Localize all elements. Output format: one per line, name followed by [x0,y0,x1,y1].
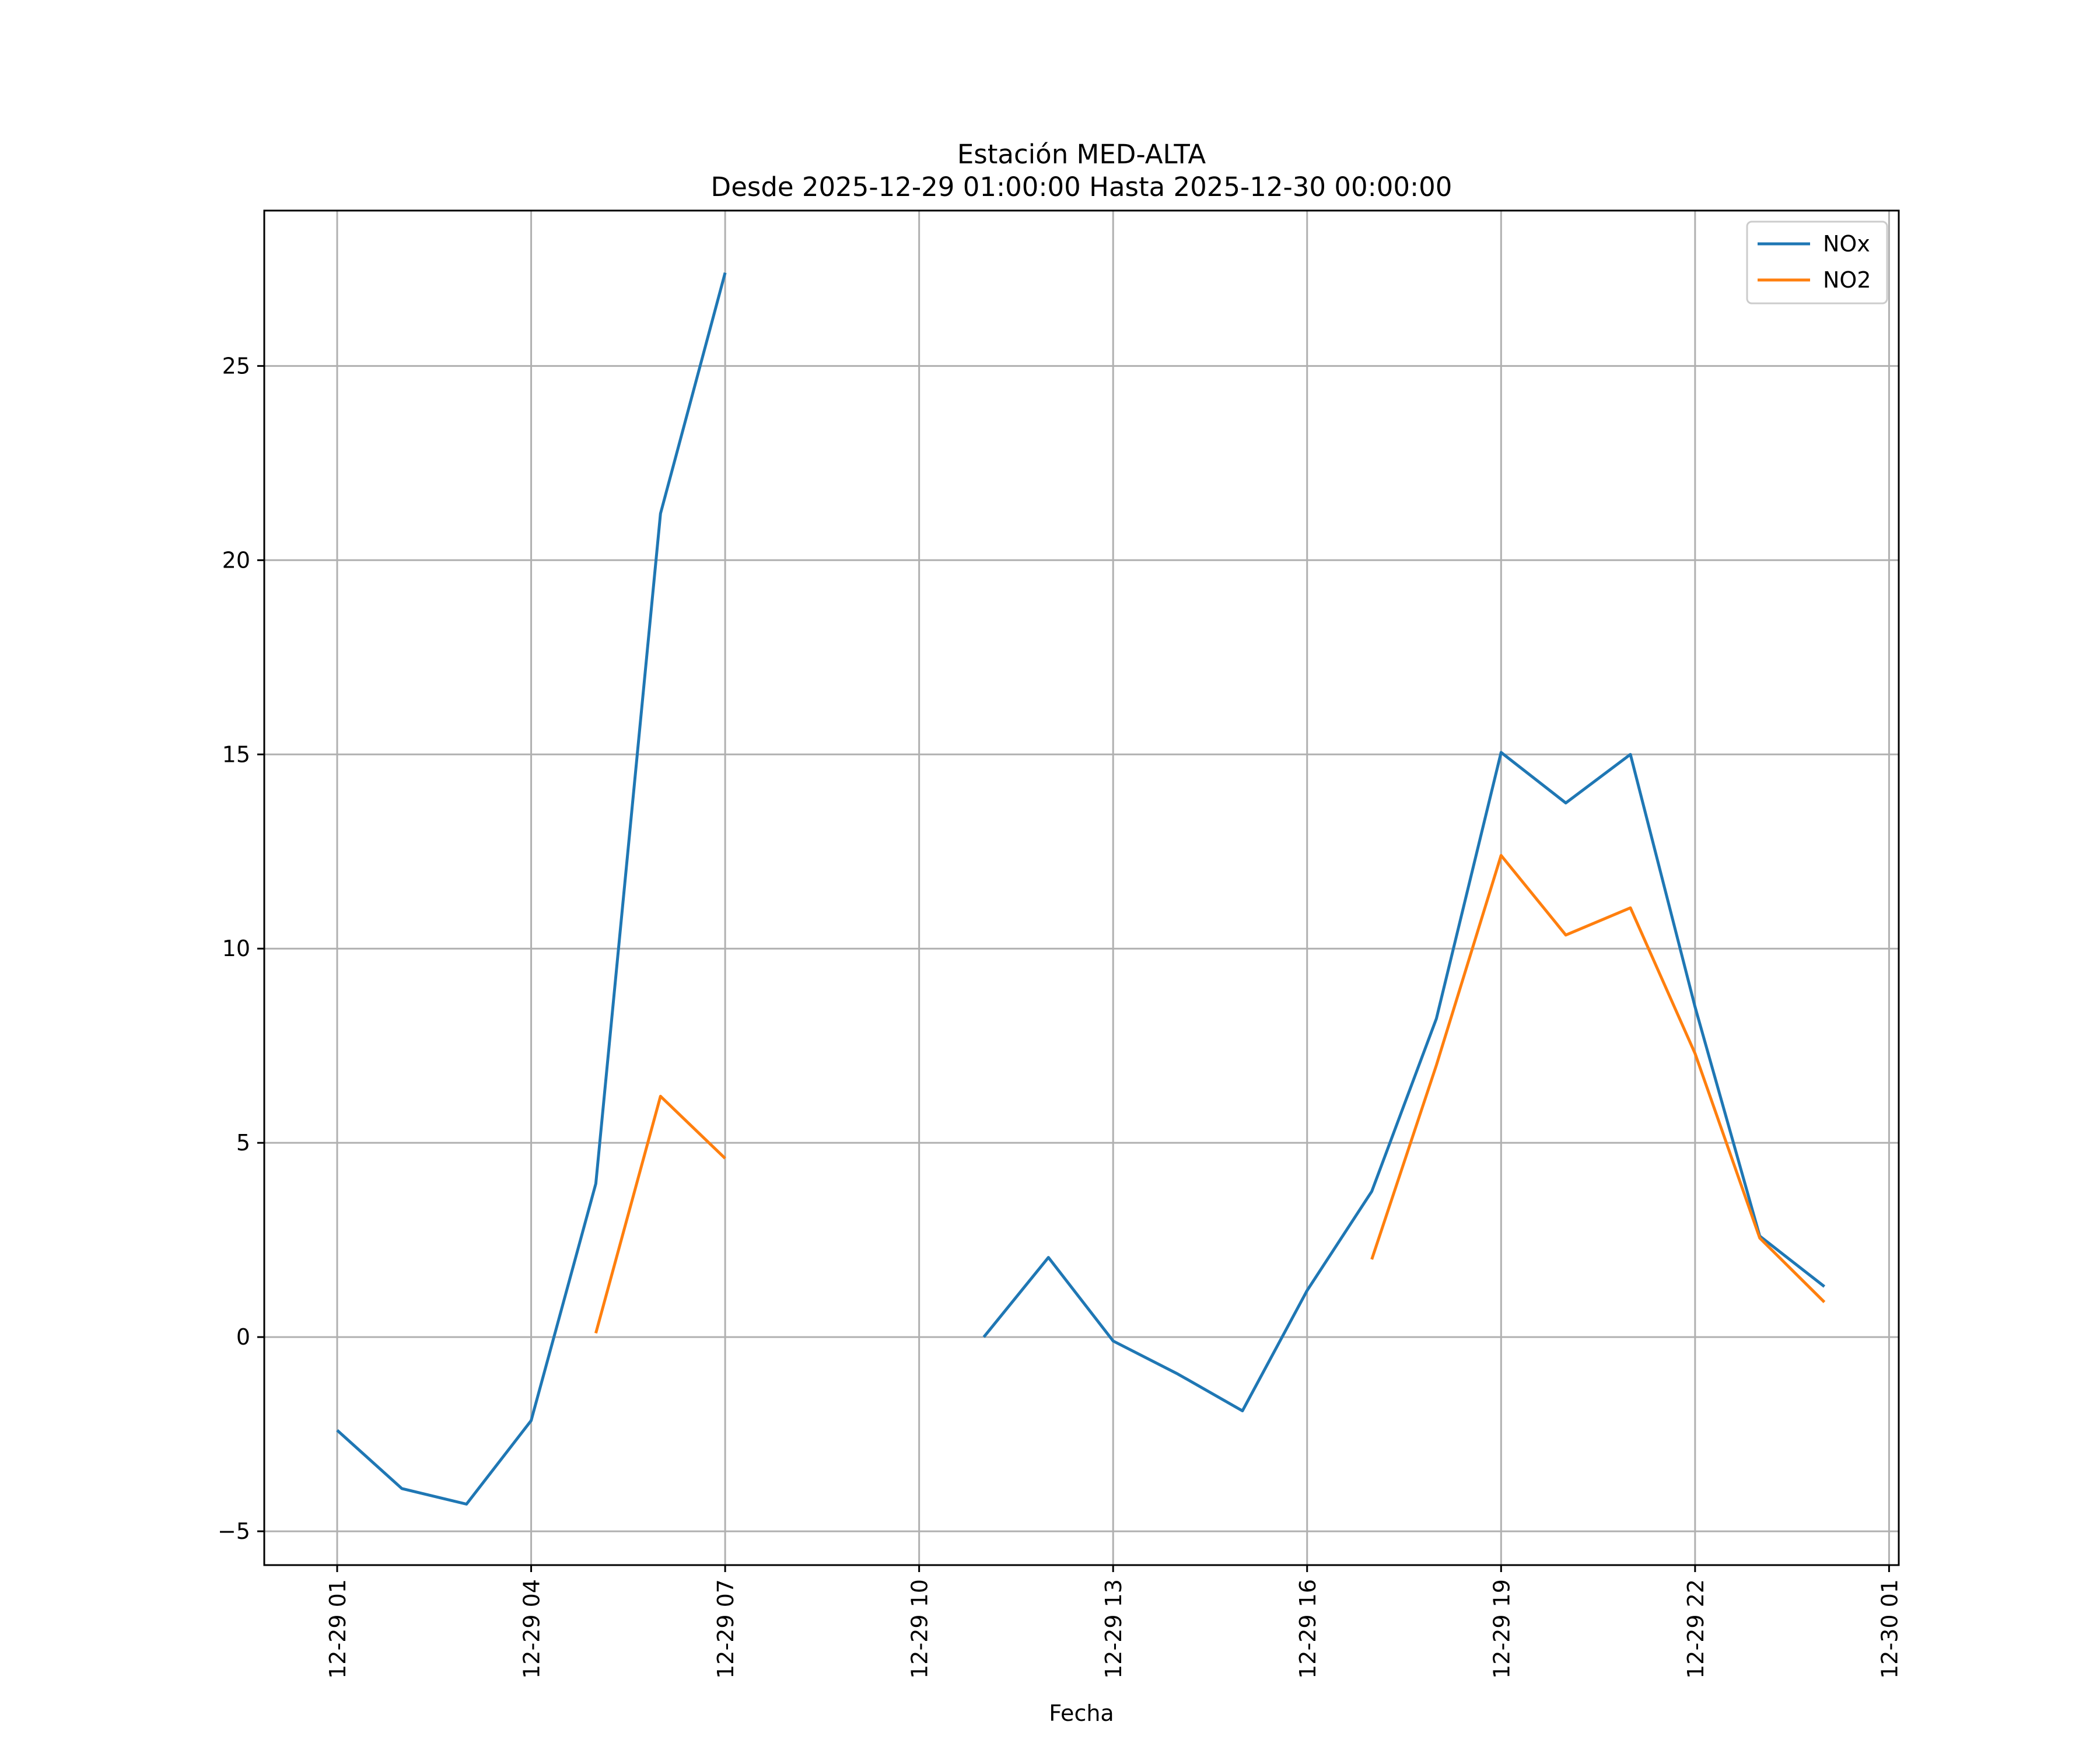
x-tick-label: 12-29 10 [907,1579,933,1679]
legend-frame [1746,220,1888,304]
x-tick-label: 12-29 22 [1683,1579,1709,1679]
y-tick-label: 0 [236,1324,250,1350]
y-tick-label: 5 [236,1130,250,1156]
y-tick-label: 10 [222,936,250,961]
x-tick-label: 12-29 04 [519,1579,545,1679]
y-axis: −5 0 5 10 15 20 25 [218,353,264,1544]
plot-frame [263,209,1900,1566]
y-tick-label: 20 [222,547,250,573]
legend-label-no2: NO2 [1823,267,1871,293]
series-line-nox [982,751,1826,1413]
legend-label-nox: NOx [1823,231,1870,257]
x-axis-label: Fecha [1049,1700,1114,1726]
x-tick-label: 12-29 01 [325,1579,351,1679]
x-tick-label: 12-29 07 [713,1579,738,1679]
legend: NOx NO2 [1746,220,1888,304]
series-lines [336,272,1826,1506]
x-tick-label: 12-29 13 [1101,1579,1126,1679]
chart-subtitle: Desde 2025-12-29 01:00:00 Hasta 2025-12-… [711,172,1452,202]
x-tick-label: 12-30 01 [1877,1579,1902,1679]
x-axis: 12-29 01 12-29 04 12-29 07 12-29 10 12-29 13… [325,1565,1902,1679]
series-line-nox [336,272,727,1506]
y-tick-label: 15 [222,741,250,767]
chart-title: Estación MED-ALTA [957,139,1206,170]
x-tick-label: 12-29 16 [1295,1579,1321,1679]
grid-lines [264,211,1899,1565]
series-line-no2 [594,1094,726,1334]
series-line-no2 [1370,853,1826,1303]
x-tick-label: 12-29 19 [1489,1579,1514,1679]
y-tick-label: −5 [218,1518,250,1544]
y-tick-label: 25 [222,353,250,379]
